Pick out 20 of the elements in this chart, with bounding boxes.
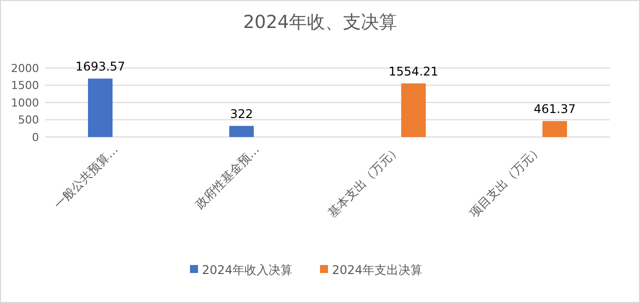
y-tick-label: 1500: [11, 79, 39, 92]
x-tick-label: 项目支出（万元）: [466, 142, 544, 220]
data-label: 1693.57: [75, 60, 126, 74]
data-label: 461.37: [534, 102, 576, 116]
x-tick-label: 基本支出（万元）: [325, 142, 404, 220]
data-label: 1554.21: [388, 64, 438, 78]
y-tick-label: 500: [18, 114, 39, 127]
x-tick-label: 一般公共预算…: [51, 142, 121, 212]
x-tick-label: 政府性基金预…: [192, 142, 262, 212]
legend-label: 2024年支出决算: [332, 263, 423, 278]
bar: [229, 126, 254, 137]
y-tick-label: 0: [32, 130, 39, 144]
bar: [88, 78, 113, 137]
data-label: 322: [230, 106, 253, 121]
bar: [542, 121, 568, 137]
chart-title: 2024年收、支决算: [243, 12, 397, 33]
y-tick-label: 1000: [11, 96, 39, 110]
bar: [401, 83, 426, 137]
legend-label: 2024年收入决算: [202, 263, 293, 278]
y-tick-label: 2000: [11, 62, 39, 75]
